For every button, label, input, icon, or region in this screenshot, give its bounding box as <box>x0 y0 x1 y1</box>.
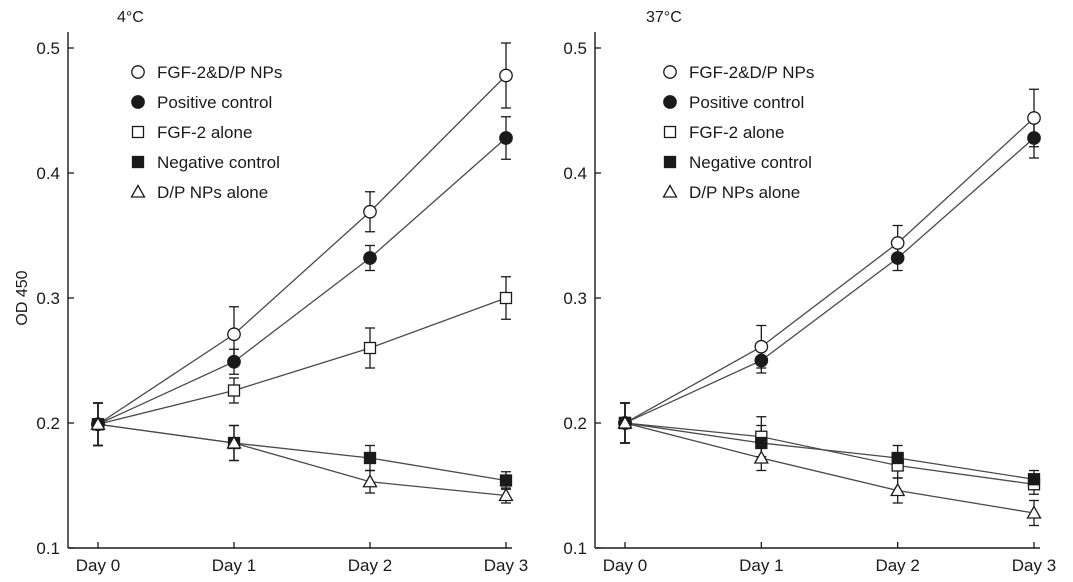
x-tick-label: Day 1 <box>212 556 256 575</box>
data-point <box>363 451 377 465</box>
series-line <box>97 75 507 425</box>
data-point <box>1027 111 1041 125</box>
data-point <box>363 251 377 265</box>
data-point <box>1026 505 1042 519</box>
legend-marker <box>663 95 677 109</box>
legend-label: FGF-2 alone <box>157 123 252 142</box>
data-point <box>890 236 905 250</box>
data-point <box>755 436 768 450</box>
data-point <box>1027 473 1041 486</box>
legend-marker <box>662 184 678 198</box>
panel-title: 37°C <box>646 9 682 26</box>
x-tick-label: Day 3 <box>484 556 528 575</box>
y-tick-label: 0.2 <box>36 414 60 433</box>
x-tick-label: Day 0 <box>603 556 647 575</box>
legend-label: Positive control <box>157 93 272 112</box>
chart-panel-1: 0.1 0.2 0.3 0.4 0.5 Day 0 Day 1 Day 2 Day 3 4°C OD… <box>14 9 528 575</box>
data-point <box>753 450 769 464</box>
series-line <box>97 423 507 497</box>
legend-marker <box>130 184 146 198</box>
legend-label: FGF-2&D/P NPs <box>157 63 282 82</box>
data-point <box>754 353 769 368</box>
x-tick-label: Day 2 <box>875 556 919 575</box>
y-tick-label: 0.5 <box>36 39 60 58</box>
y-tick-label: 0.4 <box>36 164 60 183</box>
data-point <box>363 204 377 219</box>
series-line <box>624 117 1035 424</box>
data-point <box>363 341 377 355</box>
data-point <box>890 251 905 265</box>
legend-marker <box>663 125 677 139</box>
data-point <box>498 487 514 502</box>
data-point <box>499 291 513 305</box>
chart-panel-2: 0.1 0.2 0.3 0.4 0.5 Day 0 Day 1 Day 2 Day 3 37°C F… <box>563 9 1056 575</box>
data-point <box>499 474 513 487</box>
data-point <box>499 131 513 145</box>
data-point <box>227 327 241 342</box>
y-tick-label: 0.5 <box>563 39 587 58</box>
data-point <box>227 354 241 369</box>
legend-marker <box>131 125 145 139</box>
series-line <box>624 422 1035 480</box>
data-point <box>617 415 633 429</box>
legend-label: FGF-2 alone <box>689 123 784 142</box>
legend-label: D/P NPs alone <box>689 183 800 202</box>
x-tick-label: Day 3 <box>1012 556 1056 575</box>
y-tick-label: 0.3 <box>563 289 587 308</box>
y-tick-label: 0.1 <box>563 539 587 558</box>
y-tick-label: 0.1 <box>36 539 60 558</box>
y-tick-label: 0.2 <box>563 414 587 433</box>
data-point <box>890 482 906 497</box>
y-tick-label: 0.4 <box>563 164 587 183</box>
panel-title: 4°C <box>117 9 144 26</box>
legend-marker <box>663 155 677 169</box>
legend-marker <box>131 155 145 169</box>
y-tick-label: 0.3 <box>36 289 60 308</box>
legend-label: Negative control <box>157 153 280 172</box>
legend-marker <box>131 65 145 79</box>
data-point <box>499 68 513 83</box>
data-point <box>754 339 769 354</box>
data-point <box>227 384 241 397</box>
series-line <box>624 422 1035 514</box>
x-tick-label: Day 2 <box>348 556 392 575</box>
legend-label: Negative control <box>689 153 812 172</box>
series-line <box>624 137 1035 424</box>
y-axis-label: OD 450 <box>14 270 31 325</box>
legend-label: Positive control <box>689 93 804 112</box>
x-tick-label: Day 0 <box>76 556 120 575</box>
series-line <box>97 297 507 425</box>
legend-label: FGF-2&D/P NPs <box>689 63 814 82</box>
legend-marker <box>663 65 677 79</box>
data-point <box>891 451 904 465</box>
data-point <box>362 473 378 488</box>
series-line <box>97 137 507 425</box>
legend-marker <box>131 95 145 109</box>
data-point <box>226 435 242 449</box>
legend-label: D/P NPs alone <box>157 183 268 202</box>
x-tick-label: Day 1 <box>739 556 783 575</box>
data-point <box>1027 131 1041 145</box>
data-point <box>90 416 106 430</box>
